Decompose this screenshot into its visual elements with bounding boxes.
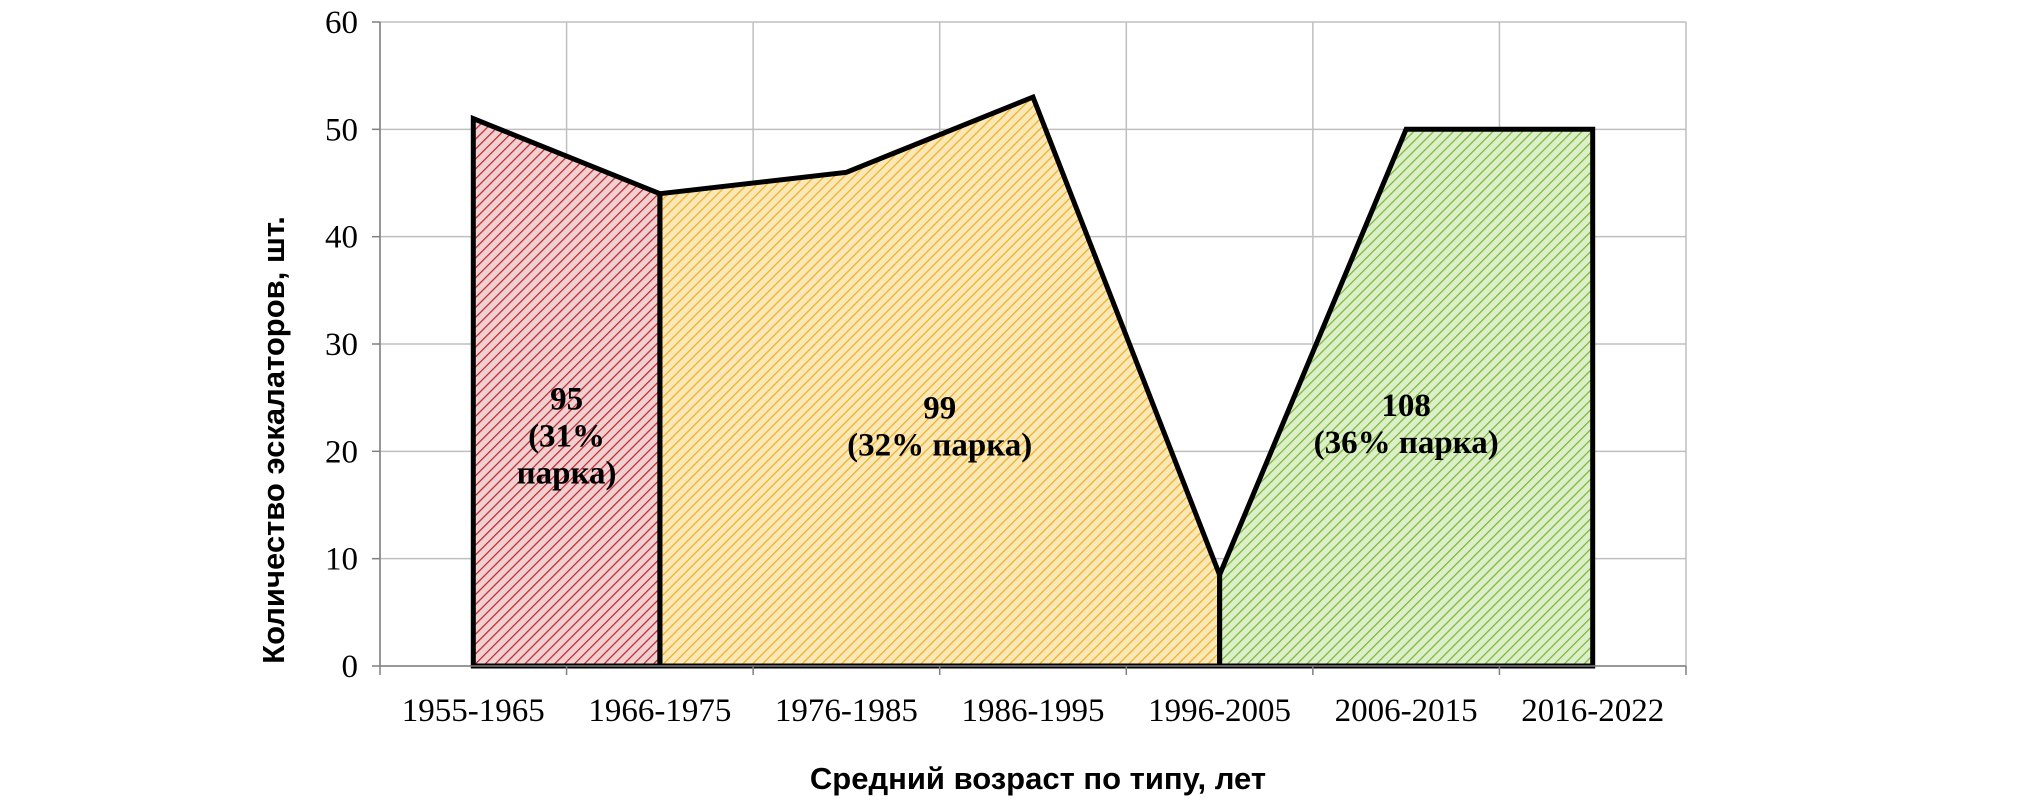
region-label-line: 95 [550,382,583,418]
region-label-line: 99 [923,390,956,426]
y-axis-title: Количество эскалаторов, шт. [256,216,291,664]
axes: 0 10 20 30 40 50 60 1955-1965 1966-1975 1976-1985… [325,5,1687,729]
y-tick-label: 60 [325,5,358,41]
region-labels: 95 (31% парка) 99 (32% парка) 108 (36% парка) [517,382,1499,492]
area-region [1219,129,1593,667]
area-regions [473,97,1593,667]
x-tick-label: 1996-2005 [1148,693,1291,729]
x-tick-label: 1966-1975 [588,693,731,729]
x-axis-title: Средний возраст по типу, лет [810,761,1266,796]
x-tick-label: 1976-1985 [775,693,918,729]
area-region [659,97,1220,667]
region-label: 95 (31% парка) [517,382,617,492]
region-label-line: (32% парка) [847,427,1032,463]
x-tick-label: 1955-1965 [402,693,545,729]
y-tick-label: 10 [325,542,358,578]
region-label: 99 (32% парка) [847,390,1032,463]
region-label-line: 108 [1381,388,1431,424]
x-tick-label: 2016-2022 [1521,693,1664,729]
y-tick-label: 30 [325,327,358,363]
x-tick-label: 2006-2015 [1335,693,1478,729]
area-region [473,118,660,667]
x-tick-label: 1986-1995 [962,693,1105,729]
y-tick-label: 20 [325,434,358,470]
region-label: 108 (36% парка) [1314,388,1499,461]
y-tick-label: 50 [325,112,358,148]
region-label-line: (31% [528,419,605,455]
region-label-line: (36% парка) [1314,425,1499,461]
region-label-line: парка) [517,456,617,492]
y-tick-label: 0 [342,649,359,685]
y-tick-label: 40 [325,220,358,256]
